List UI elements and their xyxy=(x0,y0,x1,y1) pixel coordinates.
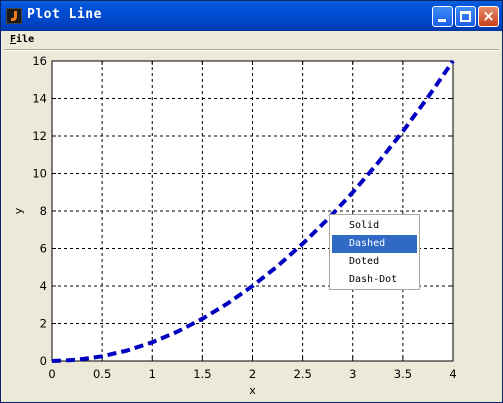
y-tick-label: 4 xyxy=(40,279,47,293)
y-tick-label: 16 xyxy=(32,54,47,68)
window-title: Plot Line xyxy=(27,7,102,22)
menu-item-doted[interactable]: Doted xyxy=(349,256,380,267)
x-tick-label: 2 xyxy=(249,367,256,381)
maximize-icon xyxy=(460,11,471,22)
y-tick-label: 14 xyxy=(32,92,47,106)
minimize-icon xyxy=(438,19,446,22)
close-button[interactable]: × xyxy=(478,6,499,27)
y-tick-label: 2 xyxy=(40,317,47,331)
series-line xyxy=(51,59,455,363)
menu-item-dashed[interactable]: Dashed xyxy=(332,235,417,253)
menu-file[interactable]: File xyxy=(10,34,34,45)
x-tick-label: 4 xyxy=(449,367,456,381)
x-axis-label: x xyxy=(249,384,256,397)
y-axis-label: y xyxy=(12,207,25,214)
menu-separator xyxy=(4,49,499,51)
minimize-button[interactable] xyxy=(432,6,453,27)
title-bar[interactable]: Plot Line × xyxy=(1,1,502,31)
x-tick-label: 0 xyxy=(48,367,55,381)
x-tick-label: 2.5 xyxy=(293,367,311,381)
x-tick-label: 1.5 xyxy=(193,367,211,381)
close-icon: × xyxy=(482,7,495,25)
menu-bar: File xyxy=(4,31,499,49)
y-tick-label: 0 xyxy=(40,354,47,368)
x-tick-label: 3.5 xyxy=(394,367,412,381)
y-tick-label: 10 xyxy=(32,167,47,181)
matlab-icon[interactable] xyxy=(6,8,22,24)
y-tick-label: 8 xyxy=(40,204,47,218)
x-tick-label: 1 xyxy=(149,367,156,381)
menu-item-dash-dot[interactable]: Dash-Dot xyxy=(349,274,398,285)
x-tick-label: 0.5 xyxy=(93,367,111,381)
y-tick-label: 12 xyxy=(32,129,47,143)
maximize-button[interactable] xyxy=(455,6,476,27)
menu-file-hotkey: F xyxy=(10,34,17,45)
menu-file-rest: ile xyxy=(16,34,35,45)
menu-item-solid[interactable]: Solid xyxy=(349,220,380,231)
y-tick-label: 6 xyxy=(40,242,47,256)
x-tick-label: 3 xyxy=(349,367,356,381)
line-style-context-menu: Solid Dashed Doted Dash-Dot xyxy=(329,214,420,290)
